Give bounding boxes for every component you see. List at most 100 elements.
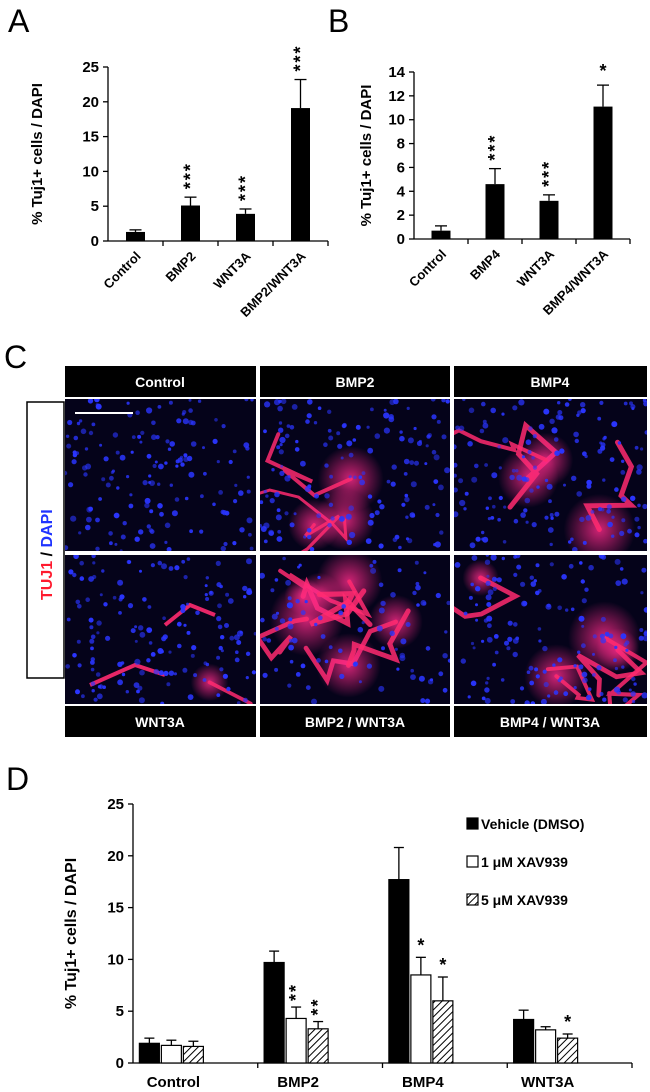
bar <box>236 213 255 241</box>
y-tick-label: 20 <box>82 94 99 111</box>
legend-swatch <box>466 855 479 868</box>
significance-label: ** <box>308 998 328 1016</box>
chart-b: % Tuj1+ cells / DAPI02468101214Control**… <box>358 61 631 318</box>
y-tick-label: 20 <box>107 848 124 865</box>
micrograph-wnt3a <box>65 555 256 704</box>
bar <box>539 200 559 239</box>
y-tick-label: 5 <box>116 1003 124 1020</box>
header-bar-control <box>65 366 256 397</box>
category-label: BMP2 <box>162 249 198 285</box>
panel-label-a: A <box>8 3 30 39</box>
footer-bmp2-wnt3a: BMP2 / WNT3A <box>305 714 405 730</box>
footer-bar-wnt3a <box>65 706 256 737</box>
y-axis-label: % Tuj1+ cells / DAPI <box>29 83 46 225</box>
significance-label: * <box>564 1012 571 1032</box>
footer-bmp4-wnt3a: BMP4 / WNT3A <box>500 714 600 730</box>
footer-bar-bmp2-wnt3a <box>260 706 450 737</box>
y-tick-label: 10 <box>82 163 99 180</box>
bar <box>432 1000 454 1064</box>
y-tick-label: 14 <box>388 64 405 81</box>
category-label: Control <box>147 1074 200 1091</box>
header-bmp4: BMP4 <box>531 374 570 390</box>
y-tick-label: 10 <box>107 951 124 968</box>
micrograph-control <box>65 399 256 551</box>
header-bmp2: BMP2 <box>336 374 375 390</box>
micrograph-bmp2-wnt3a <box>260 555 450 704</box>
micrograph-bmp4 <box>454 399 647 551</box>
legend-swatch <box>466 893 479 906</box>
bar <box>593 106 613 239</box>
bar <box>557 1037 579 1064</box>
stain-label-tuj1: TUJ1 <box>39 561 56 600</box>
footer-wnt3a: WNT3A <box>135 714 185 730</box>
significance-label: *** <box>291 45 311 72</box>
y-tick-label: 6 <box>397 159 405 176</box>
chart-d: % Tuj1+ cells / DAPI0510152025Control***… <box>63 796 633 1091</box>
significance-label: * <box>599 61 606 81</box>
y-tick-label: 0 <box>397 231 405 248</box>
y-tick-label: 25 <box>82 59 99 76</box>
category-label: WNT3A <box>514 246 558 290</box>
micrograph-bmp2 <box>260 399 450 551</box>
y-tick-label: 15 <box>82 129 99 146</box>
bar <box>182 1045 204 1064</box>
header-bar-bmp4 <box>454 366 647 397</box>
significance-label: *** <box>485 134 505 161</box>
bar <box>126 231 145 241</box>
bar <box>410 974 432 1064</box>
legend-label: 1 μM XAV939 <box>481 854 568 870</box>
y-tick-label: 8 <box>397 136 405 153</box>
footer-bar-bmp4-wnt3a <box>454 706 647 737</box>
bar <box>431 230 451 239</box>
y-tick-label: 25 <box>107 796 124 813</box>
y-tick-label: 0 <box>91 233 99 250</box>
legend-label: 5 μM XAV939 <box>481 892 568 908</box>
header-control: Control <box>135 374 185 390</box>
category-label: Control <box>100 249 143 292</box>
category-label: WNT3A <box>210 248 254 292</box>
panel-label-b: B <box>328 3 349 39</box>
y-axis-label: % Tuj1+ cells / DAPI <box>358 85 375 227</box>
significance-label: *** <box>236 174 256 201</box>
y-tick-label: 15 <box>107 900 124 917</box>
bar <box>513 1018 535 1064</box>
significance-label: * <box>417 935 424 955</box>
category-label: WNT3A <box>521 1074 574 1091</box>
y-tick-label: 10 <box>388 112 405 129</box>
legend-swatch <box>466 817 479 830</box>
bar <box>160 1044 182 1064</box>
chart-a: % Tuj1+ cells / DAPI 0 5 10 15 20 25 Control ***… <box>29 45 329 320</box>
significance-label: ** <box>286 983 306 1001</box>
y-tick-label: 0 <box>116 1055 124 1072</box>
bar <box>291 108 310 242</box>
micrograph-bmp4-wnt3a <box>454 555 647 704</box>
panel-label-c: C <box>4 339 27 375</box>
bar <box>263 961 285 1064</box>
bar <box>138 1042 160 1064</box>
header-bar-bmp2 <box>260 366 450 397</box>
micrograph-panel: TUJ1 / DAPI Control BMP2 BMP4 WNT3A BMP2… <box>26 366 647 737</box>
y-tick-label: 12 <box>388 88 405 105</box>
y-tick-label: 2 <box>397 207 405 224</box>
bar <box>535 1029 557 1064</box>
significance-label: *** <box>181 162 201 189</box>
stain-label: TUJ1 / DAPI <box>39 509 56 600</box>
category-label: Control <box>406 247 449 290</box>
category-label: BMP4 <box>467 246 504 283</box>
significance-label: * <box>439 955 446 975</box>
stain-label-dapi: DAPI <box>39 509 56 547</box>
bar <box>485 184 505 239</box>
bar <box>181 205 200 241</box>
bar <box>285 1017 307 1064</box>
y-tick-label: 5 <box>91 198 99 215</box>
panel-label-d: D <box>6 761 29 797</box>
stain-label-sep: / <box>39 548 56 561</box>
y-axis-label: % Tuj1+ cells / DAPI <box>63 858 80 1009</box>
bar <box>388 879 410 1064</box>
significance-label: *** <box>539 160 559 187</box>
y-tick-label: 4 <box>397 183 406 200</box>
legend-label: Vehicle (DMSO) <box>481 816 584 832</box>
stain-label-box <box>26 401 65 679</box>
category-label: BMP4 <box>402 1074 444 1091</box>
